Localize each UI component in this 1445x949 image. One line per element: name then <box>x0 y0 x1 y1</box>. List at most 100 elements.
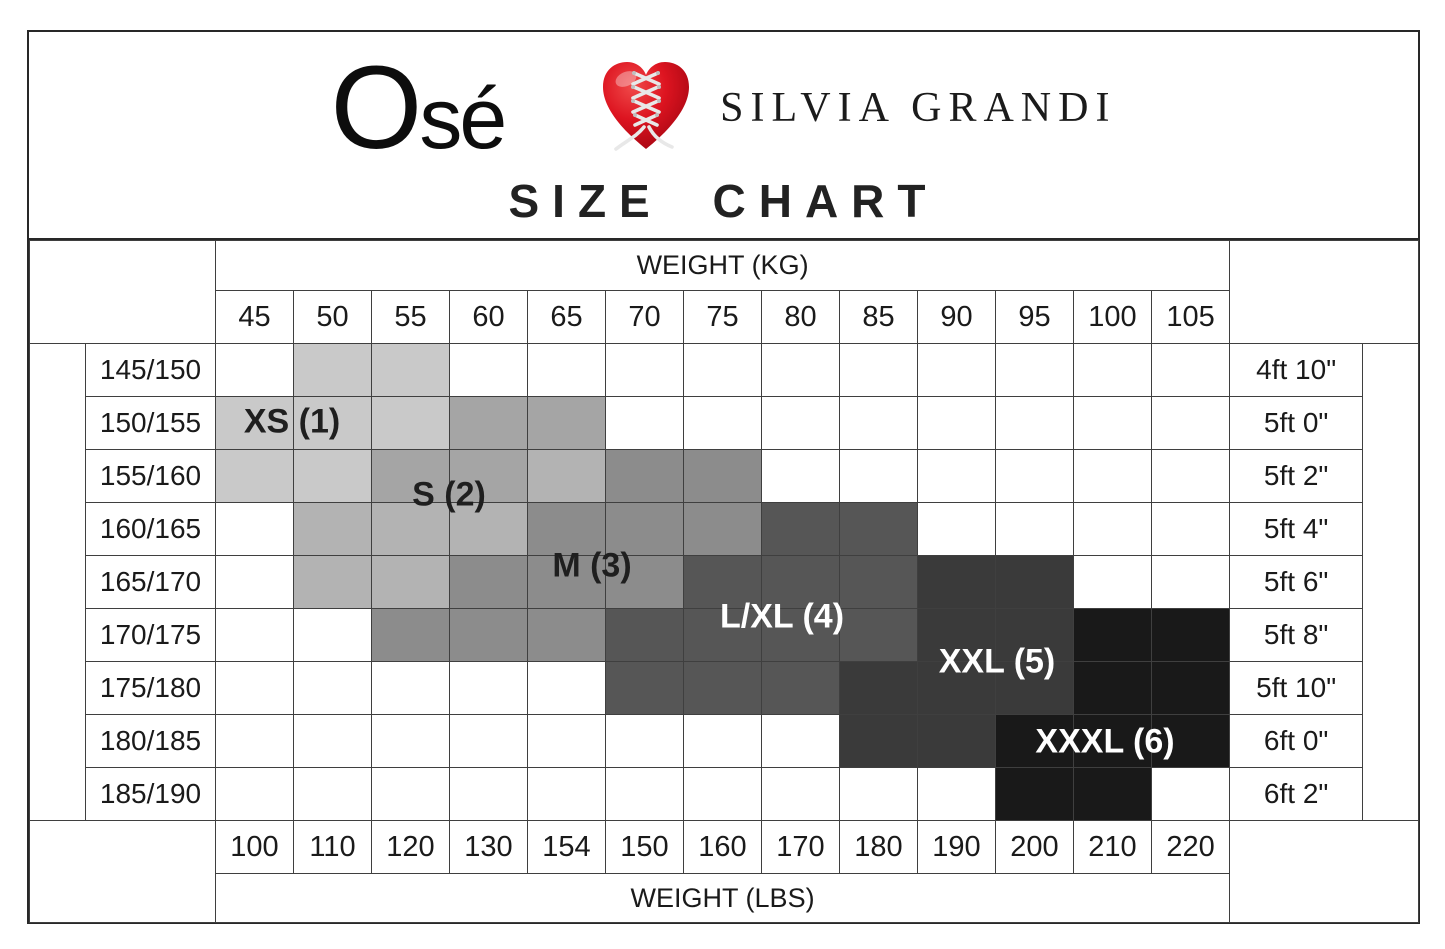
height-cm-cell: 170/175 <box>85 608 216 662</box>
lbs-tick-cell: 150 <box>605 820 684 874</box>
ose-logo-initial: O <box>330 42 423 174</box>
height-ft-cell: 6ft 2" <box>1229 767 1364 821</box>
grid-cell <box>1073 502 1152 556</box>
silvia-grandi-logo: SILVIA GRANDI <box>720 85 1117 131</box>
grid-cell <box>527 555 606 609</box>
height-cm-cell: 150/155 <box>85 396 216 450</box>
grid-cell <box>917 343 996 397</box>
grid-cell <box>293 714 372 768</box>
grid-cell <box>527 396 606 450</box>
grid-cell <box>761 396 840 450</box>
grid-cell <box>1150 608 1231 662</box>
grid-cell <box>683 661 762 715</box>
kg-tick-cell: 65 <box>527 290 606 344</box>
lbs-tick-cell: 130 <box>449 820 528 874</box>
corner-bottom-left <box>29 820 216 923</box>
grid-cell <box>215 714 294 768</box>
grid-cell <box>917 502 996 556</box>
grid-cell <box>1150 396 1231 450</box>
kg-tick-cell: 105 <box>1150 290 1231 344</box>
kg-tick-cell: 50 <box>293 290 372 344</box>
grid-cell <box>761 608 840 662</box>
grid-cell <box>215 608 294 662</box>
grid-cell <box>371 661 450 715</box>
grid-cell <box>1150 343 1231 397</box>
grid-cell <box>449 449 528 503</box>
grid-cell <box>449 396 528 450</box>
height-cm-cell: 185/190 <box>85 767 216 821</box>
grid-cell <box>995 343 1074 397</box>
grid-cell <box>527 608 606 662</box>
kg-tick-cell: 95 <box>995 290 1074 344</box>
lbs-tick-cell: 210 <box>1073 820 1152 874</box>
grid-cell <box>293 608 372 662</box>
grid-cell <box>761 449 840 503</box>
grid-cell <box>371 396 450 450</box>
grid-cell <box>215 396 294 450</box>
grid-cell <box>839 449 918 503</box>
grid-cell <box>1150 714 1231 768</box>
grid-cell <box>683 343 762 397</box>
grid-cell <box>995 608 1074 662</box>
grid-cell <box>215 449 294 503</box>
lbs-tick-cell: 200 <box>995 820 1074 874</box>
height-cm-cell: 160/165 <box>85 502 216 556</box>
grid-cell <box>839 555 918 609</box>
heart-logo-icon <box>596 57 696 159</box>
grid-cell <box>761 714 840 768</box>
grid-cell <box>527 449 606 503</box>
grid-cell <box>215 343 294 397</box>
grid-cell <box>1150 767 1231 821</box>
grid-cell <box>917 396 996 450</box>
grid-cell <box>371 555 450 609</box>
grid-cell <box>1073 555 1152 609</box>
grid-cell <box>1073 661 1152 715</box>
corner-bottom-right <box>1229 820 1420 923</box>
lbs-tick-cell: 110 <box>293 820 372 874</box>
grid-cell <box>683 502 762 556</box>
height-ft-cell: 6ft 0" <box>1229 714 1364 768</box>
grid-cell <box>995 661 1074 715</box>
grid-cell <box>839 608 918 662</box>
height-ft-cell: 5ft 8" <box>1229 608 1364 662</box>
height-ft-cell: 5ft 6" <box>1229 555 1364 609</box>
grid-cell <box>293 502 372 556</box>
grid-cell <box>995 767 1074 821</box>
grid-cell <box>839 661 918 715</box>
height-cm-cell: 180/185 <box>85 714 216 768</box>
corner-top-left <box>29 240 216 344</box>
grid-cell <box>215 555 294 609</box>
grid-cell <box>605 449 684 503</box>
grid-cell <box>1150 661 1231 715</box>
kg-tick-cell: 100 <box>1073 290 1152 344</box>
ose-logo-rest: sé <box>419 71 507 167</box>
grid-cell <box>917 661 996 715</box>
page-title: SIZE CHART <box>508 175 939 227</box>
left-pad-cell <box>29 343 86 821</box>
grid-cell <box>683 608 762 662</box>
lbs-tick-cell: 100 <box>215 820 294 874</box>
height-cm-cell: 155/160 <box>85 449 216 503</box>
grid-cell <box>1073 449 1152 503</box>
right-pad-cell <box>1362 343 1420 821</box>
height-ft-cell: 5ft 0" <box>1229 396 1364 450</box>
grid-cell <box>449 555 528 609</box>
grid-cell <box>293 555 372 609</box>
grid-cell <box>683 396 762 450</box>
grid-cell <box>371 343 450 397</box>
laced-heart-icon <box>603 62 690 151</box>
grid-cell <box>293 661 372 715</box>
grid-cell <box>371 767 450 821</box>
grid-cell <box>995 714 1074 768</box>
grid-cell <box>761 502 840 556</box>
grid-cell <box>917 555 996 609</box>
grid-cell <box>1073 767 1152 821</box>
lbs-axis-label: WEIGHT (LBS) <box>214 873 1231 923</box>
grid-cell <box>761 343 840 397</box>
grid-cell <box>605 661 684 715</box>
grid-cell <box>371 502 450 556</box>
